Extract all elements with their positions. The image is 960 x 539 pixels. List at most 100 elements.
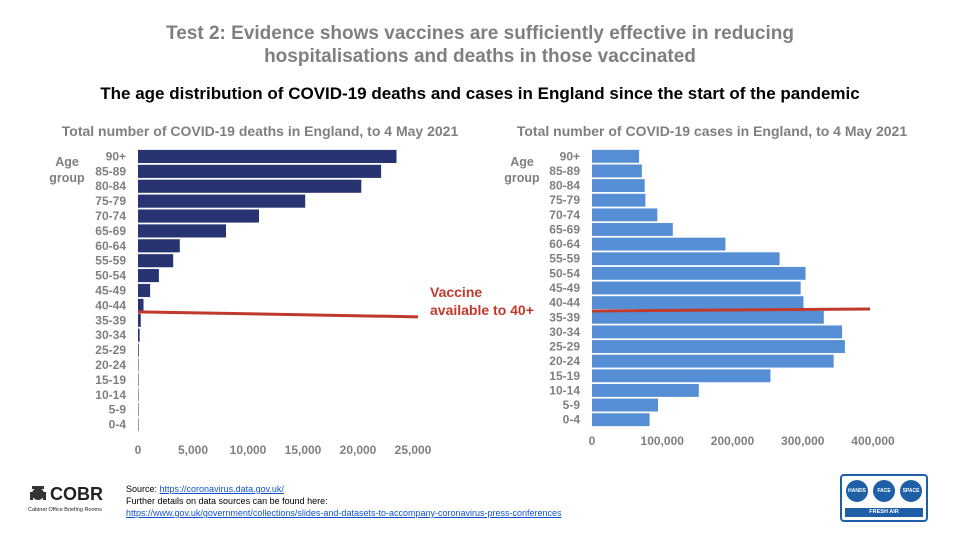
- cases-bar-80-84: [592, 179, 645, 193]
- deaths-xtick-label: 25,000: [395, 443, 432, 457]
- deaths-category-label: 55-59: [95, 254, 126, 268]
- deaths-category-label: 80-84: [95, 179, 126, 193]
- cases-xtick-label: 0: [589, 434, 596, 448]
- cases-bar-30-34: [592, 325, 843, 339]
- deaths-bar-60-64: [138, 239, 180, 253]
- details-text: Further details on data sources can be f…: [126, 496, 328, 506]
- cases-category-label: 15-19: [549, 369, 580, 383]
- face-icon: FACE: [873, 480, 895, 502]
- deaths-bar-25-29: [138, 343, 139, 357]
- cases-category-label: 5-9: [563, 398, 581, 412]
- deaths-bar-5-9: [138, 403, 139, 417]
- deaths-bar-70-74: [138, 209, 259, 223]
- deaths-chart-title: Total number of COVID-19 deaths in Engla…: [62, 123, 459, 139]
- deaths-category-label: 0-4: [109, 418, 127, 432]
- cases-bar-45-49: [592, 281, 801, 295]
- cases-bar-70-74: [592, 208, 658, 222]
- cases-bar-25-29: [592, 340, 845, 353]
- deaths-bar-50-54: [138, 269, 159, 283]
- deaths-category-label: 60-64: [95, 239, 126, 253]
- slide-title-line1: Test 2: Evidence shows vaccines are suff…: [166, 23, 794, 44]
- deaths-bar-85-89: [138, 164, 382, 178]
- vaccine-annotation-line2: available to 40+: [430, 302, 534, 318]
- deaths-category-label: 75-79: [95, 194, 126, 208]
- deaths-bar-75-79: [138, 194, 306, 208]
- deaths-ylabel-group: group: [49, 171, 85, 185]
- deaths-bar-55-59: [138, 254, 174, 268]
- fresh-air-bar: FRESH AIR: [845, 508, 923, 517]
- cases-category-label: 85-89: [549, 164, 580, 178]
- cases-bar-60-64: [592, 237, 726, 251]
- cases-category-label: 35-39: [549, 310, 580, 324]
- deaths-category-label: 50-54: [95, 269, 126, 283]
- source-link[interactable]: https://coronavirus.data.gov.uk/: [159, 484, 284, 494]
- cases-chart-title: Total number of COVID-19 cases in Englan…: [517, 123, 907, 139]
- source-prefix: Source:: [126, 484, 160, 494]
- cobr-logo-subtitle: Cabinet Office Briefing Rooms: [28, 507, 102, 513]
- deaths-category-label: 5-9: [109, 403, 127, 417]
- cases-bar-15-19: [592, 369, 771, 383]
- slide-title-line2: hospitalisations and deaths in those vac…: [264, 46, 696, 67]
- cases-bar-20-24: [592, 354, 834, 368]
- cases-category-label: 50-54: [549, 266, 580, 280]
- cases-category-label: 90+: [560, 149, 580, 163]
- deaths-category-label: 70-74: [95, 209, 126, 223]
- cases-bar-10-14: [592, 383, 699, 397]
- deaths-bar-15-19: [138, 373, 139, 387]
- cases-category-label: 55-59: [549, 252, 580, 266]
- deaths-ylabel-age: Age: [55, 155, 79, 169]
- slide-title: Test 2: Evidence shows vaccines are suff…: [0, 22, 960, 68]
- deaths-bar-45-49: [138, 283, 151, 298]
- cases-category-label: 20-24: [549, 354, 580, 368]
- deaths-category-label: 10-14: [95, 388, 126, 402]
- cases-xtick-label: 100,000: [641, 434, 685, 448]
- deaths-category-label: 25-29: [95, 343, 126, 357]
- slide-subtitle: The age distribution of COVID-19 deaths …: [100, 84, 860, 103]
- cases-category-label: 45-49: [549, 281, 580, 295]
- cases-bar-65-69: [592, 223, 673, 236]
- cases-bar-35-39: [592, 310, 824, 324]
- vaccine-annotation-line1: Vaccine: [430, 284, 482, 300]
- cases-bar-50-54: [592, 266, 806, 280]
- cases-bar-90+: [592, 149, 640, 163]
- cases-category-label: 40-44: [549, 296, 580, 310]
- deaths-xtick-label: 15,000: [285, 443, 322, 457]
- hands-icon: HANDS: [846, 480, 868, 502]
- deaths-category-label: 30-34: [95, 328, 126, 342]
- deaths-category-label: 20-24: [95, 358, 126, 372]
- deaths-xtick-label: 0: [135, 443, 142, 457]
- crest-icon: [30, 486, 46, 500]
- hands-face-space-logo: HANDS FACE SPACE FRESH AIR: [840, 474, 928, 522]
- deaths-category-label: 15-19: [95, 373, 126, 387]
- cases-bar-5-9: [592, 398, 659, 412]
- deaths-xtick-label: 10,000: [230, 443, 267, 457]
- deaths-category-label: 65-69: [95, 224, 126, 238]
- deaths-category-label: 85-89: [95, 164, 126, 178]
- cases-category-label: 70-74: [549, 208, 580, 222]
- deaths-bar-65-69: [138, 224, 226, 238]
- charts-canvas: Total number of COVID-19 deaths in Engla…: [49, 123, 907, 457]
- cases-category-label: 10-14: [549, 383, 580, 397]
- cases-category-label: 65-69: [549, 222, 580, 236]
- deaths-bar-40-44: [138, 298, 144, 312]
- deaths-category-label: 90+: [106, 149, 126, 163]
- deaths-bar-20-24: [138, 358, 139, 372]
- cases-xtick-label: 400,000: [851, 434, 895, 448]
- space-icon: SPACE: [900, 480, 922, 502]
- details-link[interactable]: https://www.gov.uk/government/collection…: [126, 508, 562, 518]
- cases-bar-0-4: [592, 413, 650, 427]
- cobr-logo: COBR Cabinet Office Briefing Rooms: [28, 484, 103, 513]
- deaths-bar-80-84: [138, 179, 362, 193]
- cases-category-label: 0-4: [563, 413, 581, 427]
- deaths-bar-10-14: [138, 388, 139, 402]
- deaths-category-label: 35-39: [95, 313, 126, 327]
- cases-ylabel-group: group: [504, 171, 540, 185]
- cases-xtick-label: 300,000: [781, 434, 825, 448]
- cases-category-label: 30-34: [549, 325, 580, 339]
- cases-ylabel-age: Age: [510, 155, 534, 169]
- deaths-bar-35-39: [138, 313, 141, 327]
- deaths-bar-90+: [138, 149, 397, 164]
- cases-category-label: 80-84: [549, 179, 580, 193]
- cases-category-label: 75-79: [549, 193, 580, 207]
- cases-bar-40-44: [592, 296, 804, 310]
